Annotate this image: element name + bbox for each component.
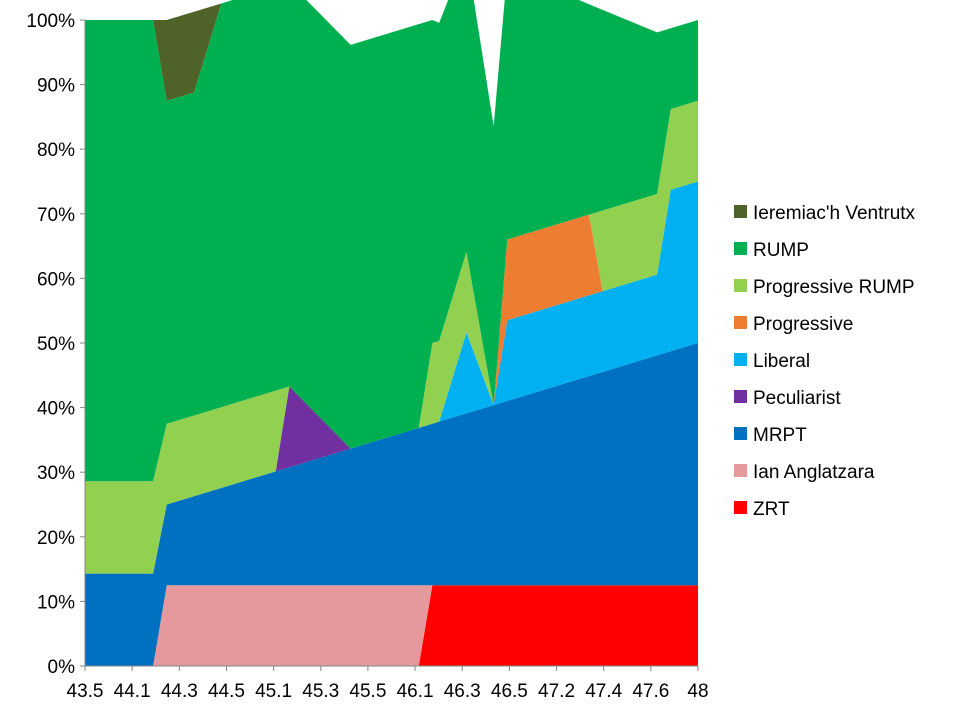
x-tick-label: 44.1 [114, 681, 151, 702]
legend-label: Progressive RUMP [753, 277, 915, 298]
legend-label: Ieremiac'h Ventrutx [753, 203, 916, 224]
legend-swatch [734, 390, 747, 403]
x-tick-label: 47.4 [585, 681, 622, 702]
area-liberal [85, 181, 698, 574]
y-tick-label: 20% [37, 528, 75, 549]
area-progressive [85, 181, 698, 574]
legend-swatch [734, 279, 747, 292]
area-mrpt [85, 343, 698, 666]
legend-label: ZRT [753, 499, 790, 520]
y-tick-label: 70% [37, 205, 75, 226]
area-ian-anglatzara [85, 585, 698, 666]
legend-label: RUMP [753, 240, 809, 261]
legend-label: Liberal [753, 351, 810, 372]
x-tick-label: 45.1 [255, 681, 292, 702]
y-tick-label: 10% [37, 592, 75, 613]
x-tick-label: 47.2 [538, 681, 575, 702]
legend-label: Peculiarist [753, 388, 841, 409]
y-tick-label: 60% [37, 269, 75, 290]
legend-swatch [734, 501, 747, 514]
y-tick-label: 80% [37, 140, 75, 161]
legend-swatch [734, 242, 747, 255]
legend-swatch [734, 316, 747, 329]
x-tick-label: 43.5 [67, 681, 104, 702]
legend-swatch [734, 427, 747, 440]
y-tick-label: 40% [37, 399, 75, 420]
x-tick-label: 46.1 [397, 681, 434, 702]
x-tick-label: 45.5 [349, 681, 386, 702]
legend-swatch [734, 205, 747, 218]
x-tick-label: 46.3 [444, 681, 481, 702]
axes: 0% 10% 20% 30% 40% 50% 60% 70% 80% 90% 100% 43.5 44.… [26, 11, 708, 702]
x-tick-label: 46.5 [491, 681, 528, 702]
plot-area [85, 0, 698, 666]
x-tick-label: 48 [687, 681, 708, 702]
legend-swatch [734, 464, 747, 477]
area-zrt [85, 585, 698, 666]
x-tick-label: 44.5 [208, 681, 245, 702]
y-tick-label: 50% [37, 334, 75, 355]
legend-label: MRPT [753, 425, 807, 446]
legend-swatch [734, 353, 747, 366]
area-rump [85, 0, 698, 482]
x-tick-label: 45.3 [302, 681, 339, 702]
y-tick-label: 100% [26, 11, 75, 32]
y-tick-label: 0% [48, 657, 76, 678]
legend-label: Progressive [753, 314, 853, 335]
y-tick-label: 90% [37, 76, 75, 97]
y-tick-label: 30% [37, 463, 75, 484]
area-progressive-rump [85, 100, 698, 574]
legend: Ieremiac'h Ventrutx RUMP Progressive RUMP P… [734, 203, 916, 520]
legend-label: Ian Anglatzara [753, 462, 875, 483]
x-tick-label: 47.6 [632, 681, 669, 702]
x-tick-label: 44.3 [161, 681, 198, 702]
